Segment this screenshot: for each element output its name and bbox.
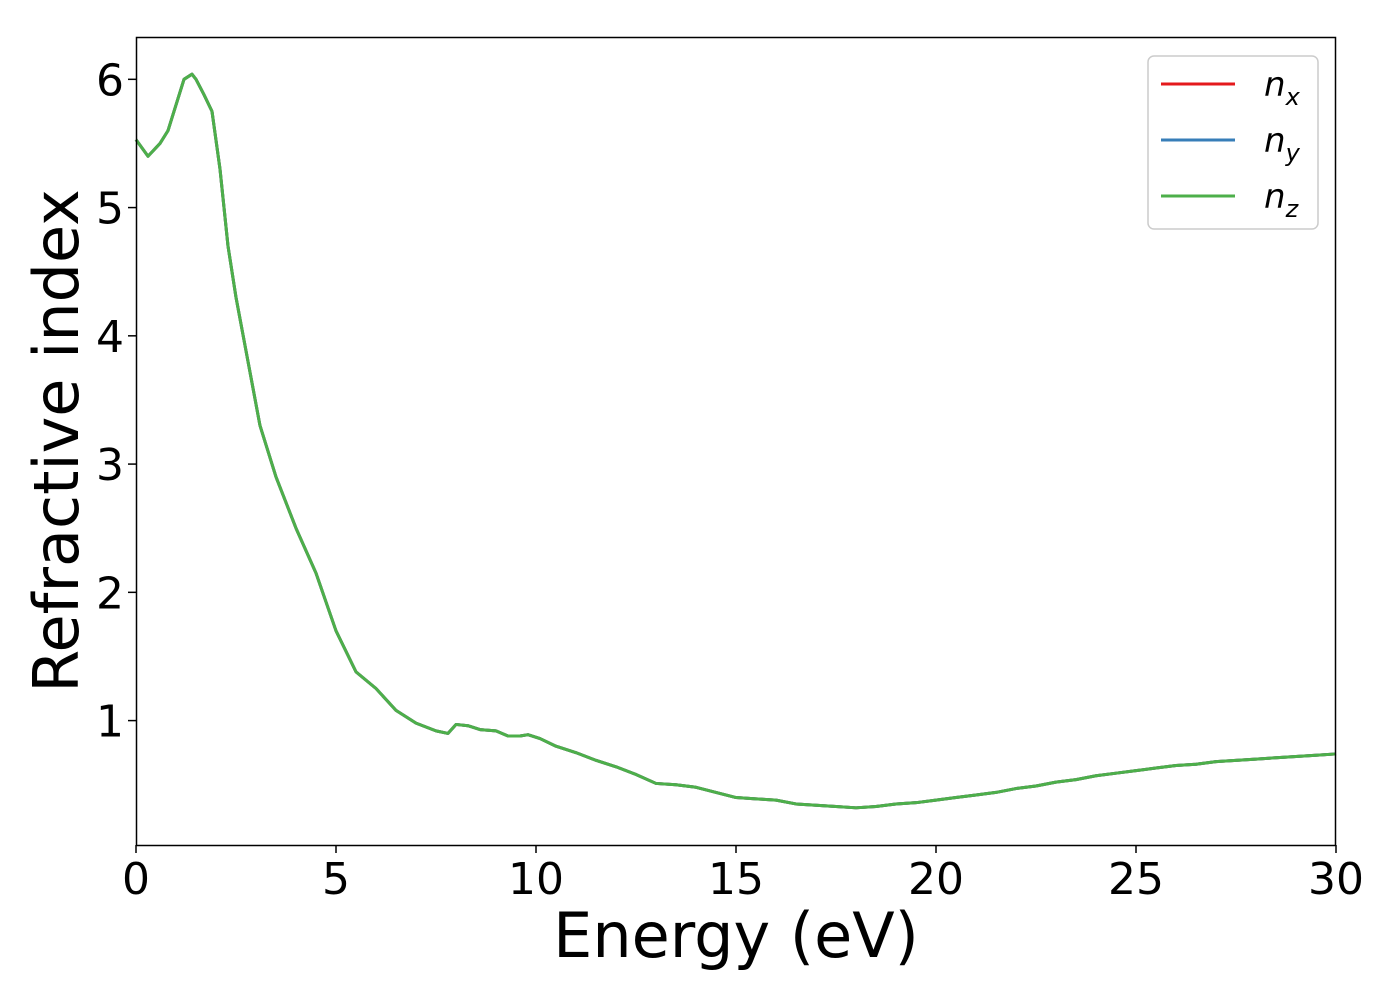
x-tick-label: 5 bbox=[322, 854, 350, 905]
legend-frame bbox=[1147, 55, 1319, 230]
y-axis-ticks: 1 2 3 4 5 6 bbox=[96, 55, 136, 748]
series-line-nz bbox=[134, 72, 1337, 810]
x-tick-label: 15 bbox=[708, 854, 764, 905]
y-tick-label: 6 bbox=[96, 55, 124, 106]
x-tick-label: 25 bbox=[1108, 854, 1164, 905]
x-tick-label: 20 bbox=[908, 854, 964, 905]
y-tick-label: 4 bbox=[96, 312, 124, 363]
x-tick-label: 0 bbox=[122, 854, 150, 905]
x-axis-ticks: 0 5 10 15 20 25 30 bbox=[122, 845, 1364, 905]
y-tick-label: 5 bbox=[96, 184, 124, 235]
x-axis-label: Energy (eV) bbox=[553, 899, 919, 972]
series-layer bbox=[134, 72, 1337, 810]
x-tick-label: 10 bbox=[508, 854, 564, 905]
y-tick-label: 2 bbox=[96, 568, 124, 619]
y-axis-label: Refractive index bbox=[20, 189, 93, 693]
y-tick-label: 3 bbox=[96, 440, 124, 491]
x-tick-label: 30 bbox=[1308, 854, 1364, 905]
y-tick-label: 1 bbox=[96, 697, 124, 748]
